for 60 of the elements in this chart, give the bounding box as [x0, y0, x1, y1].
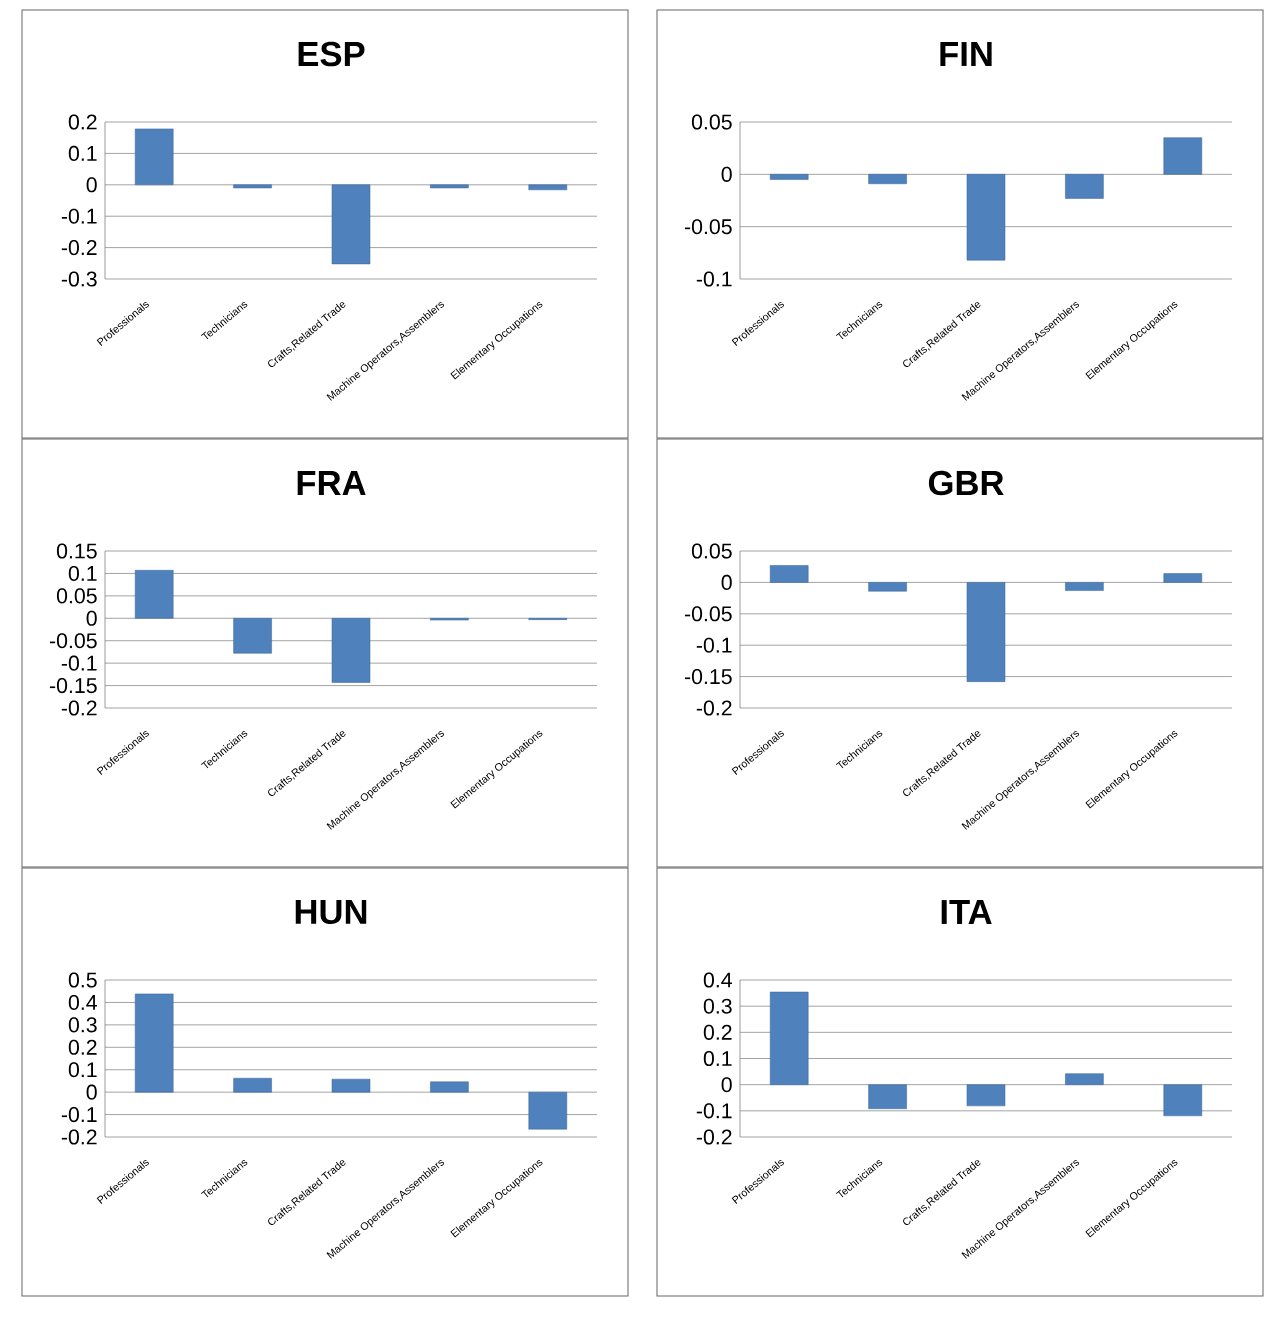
bar — [331, 1078, 371, 1093]
y-tick-label: 0.5 — [68, 972, 97, 988]
chart-title: GBR — [928, 470, 1004, 496]
bar — [1065, 582, 1104, 591]
y-tick-label: -0.2 — [61, 700, 97, 716]
y-tick-label: 0.1 — [703, 1050, 732, 1067]
y-tick-label: 0 — [86, 610, 97, 626]
bar — [966, 1084, 1006, 1107]
y-tick-label: 0.15 — [56, 543, 97, 559]
chart-title: HUN — [295, 899, 367, 925]
y-tick-label: 0.05 — [691, 543, 732, 559]
y-tick-label: 0.1 — [68, 565, 97, 581]
chart-title: FIN — [940, 42, 992, 66]
y-tick-label: 0.05 — [56, 588, 97, 604]
bar — [233, 1077, 272, 1093]
y-tick-label: -0.1 — [61, 1107, 97, 1123]
y-tick-label: -0.1 — [61, 655, 97, 671]
bar — [868, 582, 907, 592]
bar — [528, 1091, 568, 1130]
y-tick-label: 0.2 — [68, 114, 97, 130]
y-tick-label: -0.15 — [684, 669, 732, 685]
bar — [868, 1084, 907, 1110]
y-tick-label: -0.2 — [696, 1129, 732, 1145]
y-tick-label: -0.2 — [61, 1129, 97, 1145]
bar — [966, 582, 1006, 682]
y-tick-label: -0.15 — [49, 678, 97, 694]
y-tick-label: -0.1 — [696, 1103, 732, 1119]
y-tick-label: -0.05 — [49, 633, 97, 649]
y-tick-label: 0 — [721, 166, 732, 182]
y-tick-label: 0.4 — [68, 994, 97, 1010]
y-tick-label: -0.2 — [696, 700, 732, 716]
bar — [769, 991, 809, 1085]
y-tick-label: -0.1 — [61, 208, 97, 224]
bar — [430, 1081, 469, 1093]
bar — [769, 565, 809, 583]
y-tick-label: 0 — [721, 574, 732, 590]
y-tick-label: 0.3 — [703, 998, 732, 1014]
y-tick-label: 0.2 — [68, 1039, 97, 1055]
y-tick-label: 0 — [86, 177, 97, 193]
y-tick-label: -0.05 — [684, 606, 732, 622]
bar — [134, 993, 174, 1093]
y-tick-label: -0.1 — [696, 271, 732, 287]
y-tick-label: 0.05 — [691, 114, 732, 130]
y-tick-label: 0 — [721, 1077, 732, 1093]
y-tick-label: -0.05 — [684, 219, 732, 235]
y-tick-label: 0.4 — [703, 972, 732, 988]
y-tick-label: 0.3 — [68, 1017, 97, 1033]
y-tick-label: 0.1 — [68, 145, 97, 161]
chart-title: ESP — [298, 41, 365, 67]
chart-title: ITA — [941, 900, 992, 924]
bar — [1163, 573, 1203, 583]
y-tick-label: 0.1 — [68, 1062, 97, 1078]
bar — [1163, 1084, 1203, 1117]
chart-title: FRA — [297, 471, 366, 495]
y-tick-label: -0.3 — [61, 271, 97, 287]
bar — [1065, 1073, 1104, 1085]
y-tick-label: 0 — [86, 1084, 97, 1100]
y-tick-label: 0.2 — [703, 1024, 732, 1040]
y-tick-label: -0.2 — [61, 240, 97, 256]
y-tick-label: -0.1 — [696, 637, 732, 653]
